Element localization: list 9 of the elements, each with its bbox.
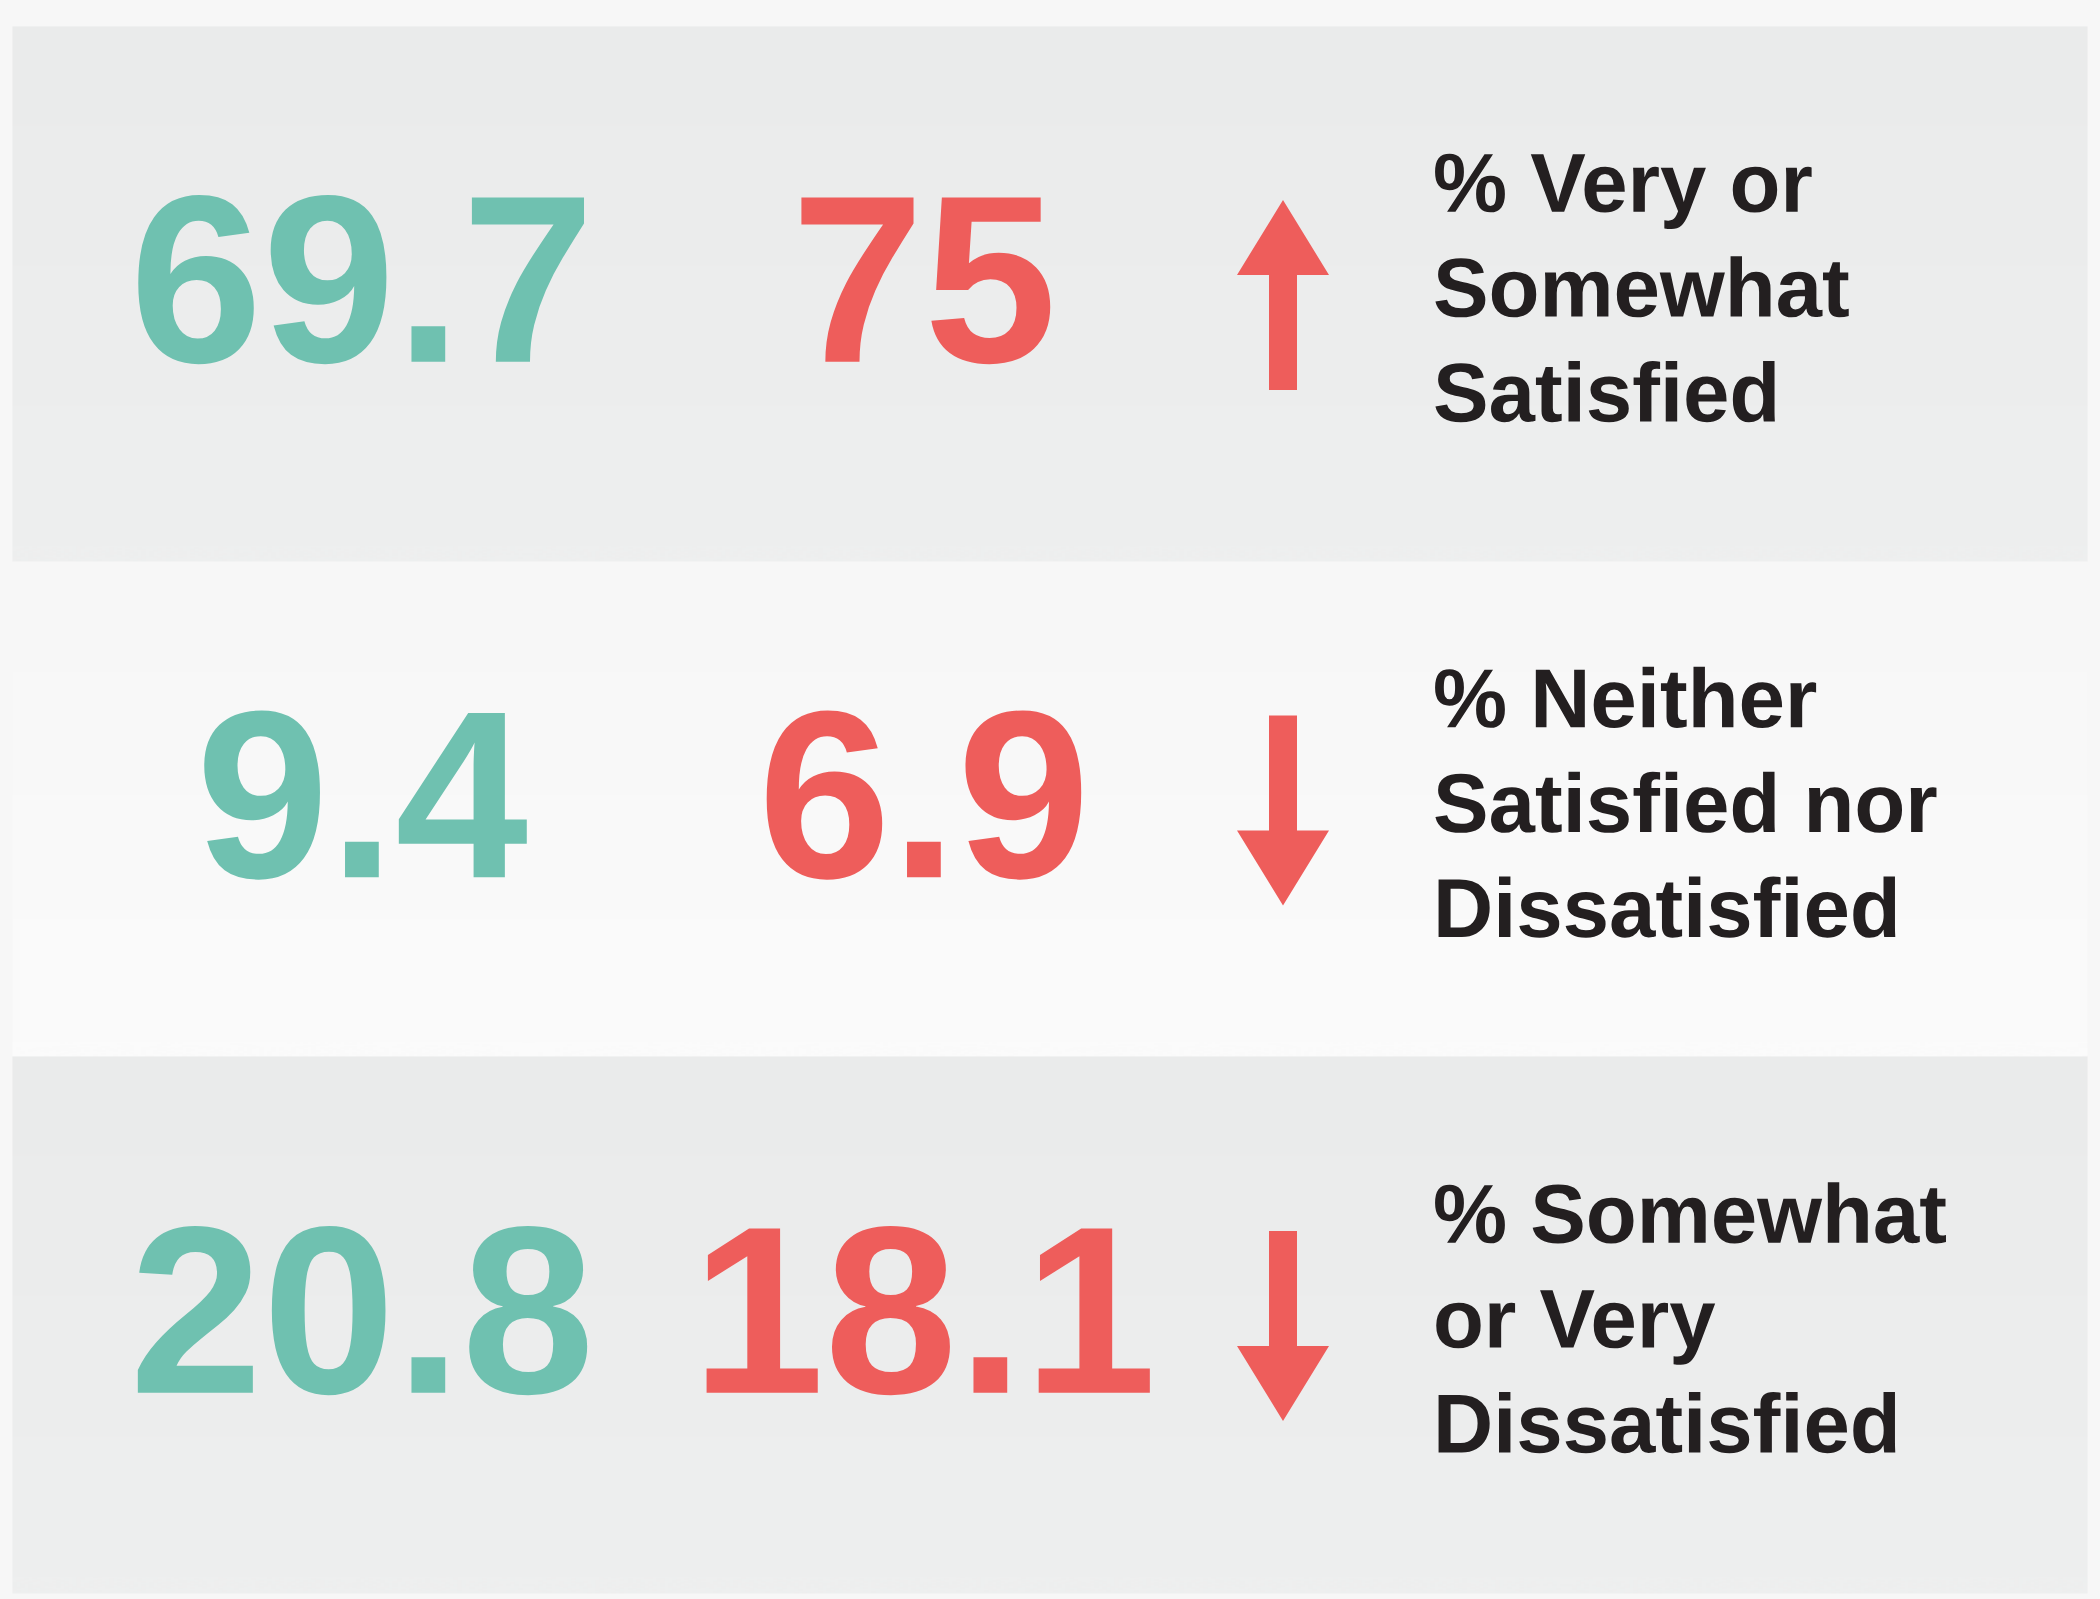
data-label: 69.7 <box>138 194 584 365</box>
data-label: 6.9 <box>766 710 1082 880</box>
data-label: 9.4 <box>204 710 527 880</box>
data-label: 20.8 <box>137 1225 588 1396</box>
category-label: % Somewhat or Very Dissatisfied <box>1435 1182 1946 1454</box>
data-label: 75 <box>801 197 1051 365</box>
data-label: 18.1 <box>706 1225 1150 1396</box>
category-label: % Very or Somewhat Satisfied <box>1435 153 1849 423</box>
category-label: % Neither Satisfied nor Dissatisfied <box>1435 666 1937 938</box>
